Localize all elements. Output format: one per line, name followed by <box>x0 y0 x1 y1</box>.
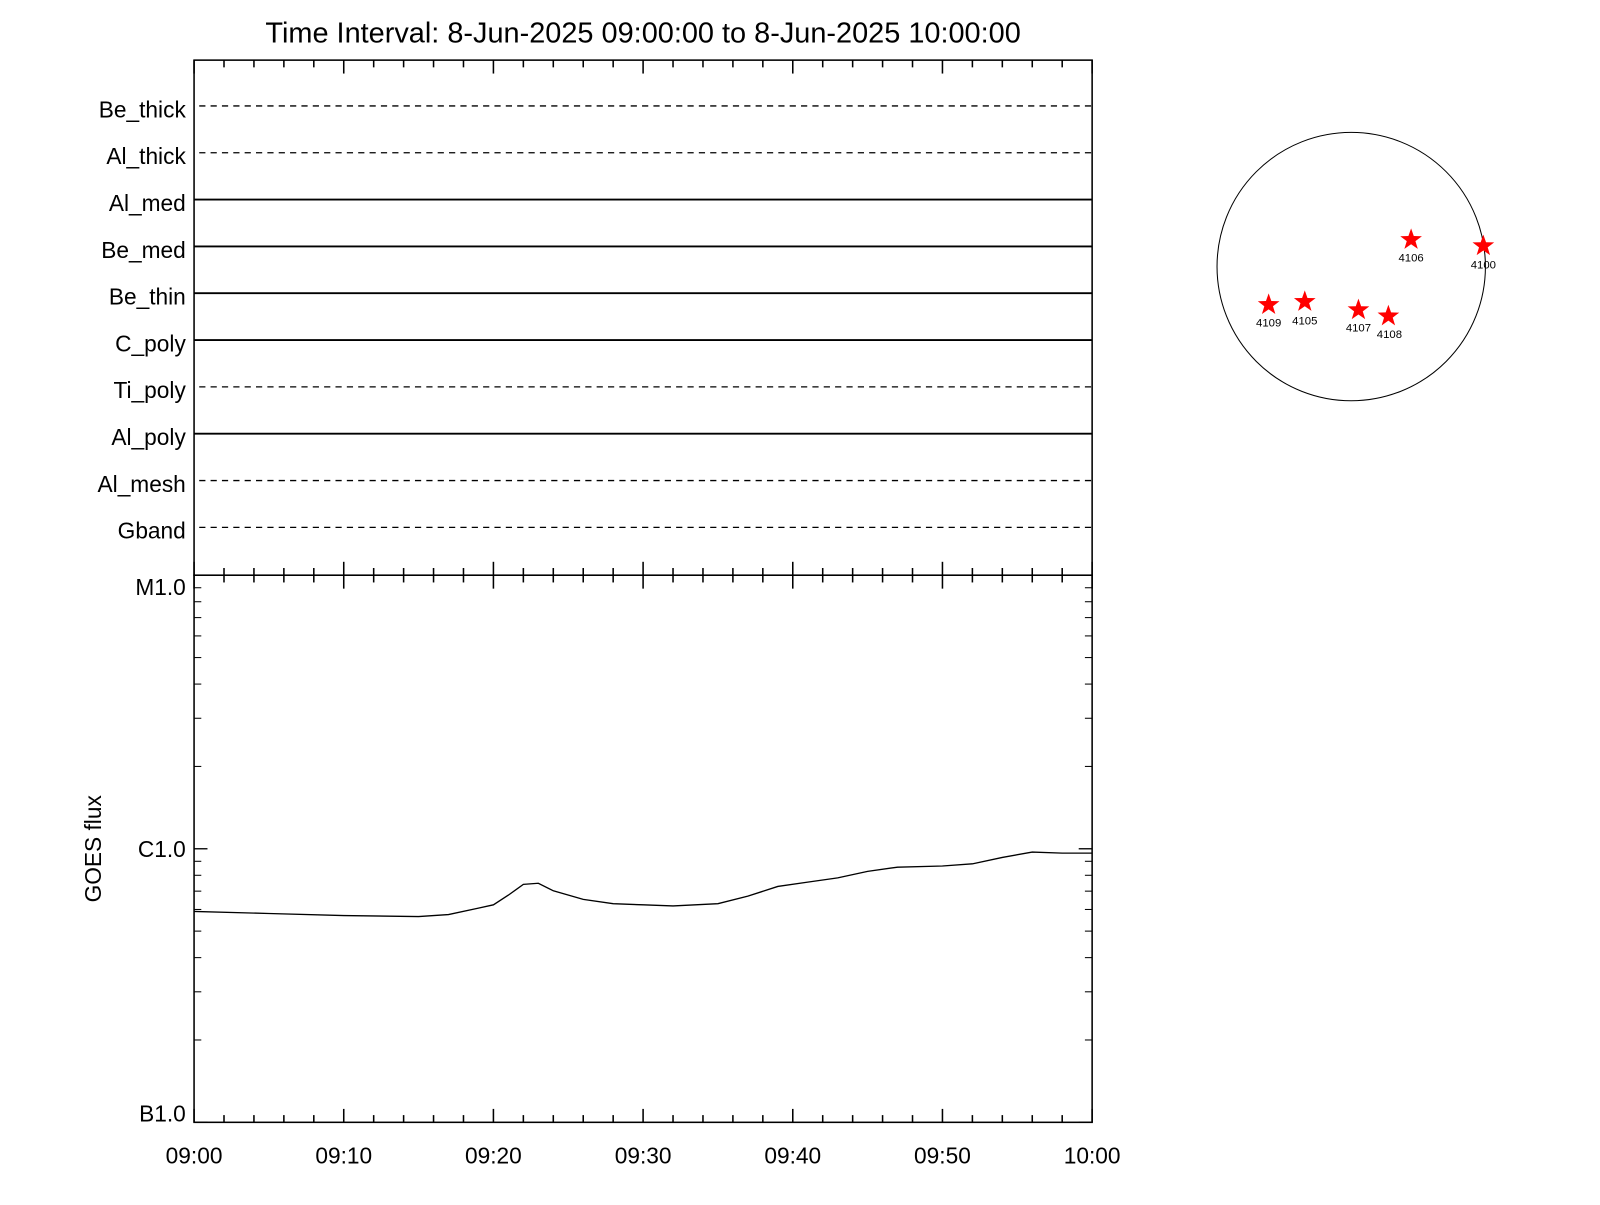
filter-label: C_poly <box>115 330 186 356</box>
ar-label: 4108 <box>1377 329 1402 341</box>
x-tick-label: 09:10 <box>315 1143 372 1169</box>
filter-label: Gband <box>118 518 186 544</box>
ar-label: 4109 <box>1256 317 1281 329</box>
filter-label: Be_thin <box>109 284 186 310</box>
ar-star <box>1347 298 1370 320</box>
ar-label: 4106 <box>1398 252 1423 264</box>
x-tick-label: 09:00 <box>166 1143 223 1169</box>
x-tick-label: 09:20 <box>465 1143 522 1169</box>
y-tick-label: C1.0 <box>138 836 186 862</box>
y-tick-label: M1.0 <box>135 574 185 600</box>
ar-label: 4107 <box>1346 323 1371 335</box>
x-tick-label: 09:40 <box>764 1143 821 1169</box>
filter-label: Al_med <box>109 190 186 216</box>
y-tick-label: B1.0 <box>139 1100 186 1126</box>
filter-label: Al_mesh <box>98 471 186 497</box>
ar-star <box>1257 293 1280 314</box>
x-tick-label: 09:50 <box>914 1143 971 1169</box>
ar-star <box>1472 234 1495 256</box>
filter-label: Ti_poly <box>114 377 187 403</box>
filter-label: Be_thick <box>99 96 187 122</box>
sun-disk <box>1216 131 1486 402</box>
ar-label: 4105 <box>1292 315 1317 327</box>
filter-label: Be_med <box>101 237 186 263</box>
plot-frame <box>193 574 1093 1124</box>
filter-label: Al_poly <box>111 424 186 450</box>
x-tick-label: 09:30 <box>615 1143 672 1169</box>
goes-line <box>194 851 1093 918</box>
ar-star <box>1377 304 1400 326</box>
filter-label: Al_thick <box>106 143 186 169</box>
x-tick-label: 10:00 <box>1064 1143 1121 1169</box>
filter-panel <box>193 59 1093 576</box>
ar-star <box>1400 228 1422 249</box>
ar-star <box>1293 290 1316 311</box>
chart-title: Time Interval: 8-Jun-2025 09:00:00 to 8-… <box>265 18 1020 50</box>
y-axis-label: GOES flux <box>80 795 106 903</box>
ar-label: 4100 <box>1471 260 1496 272</box>
